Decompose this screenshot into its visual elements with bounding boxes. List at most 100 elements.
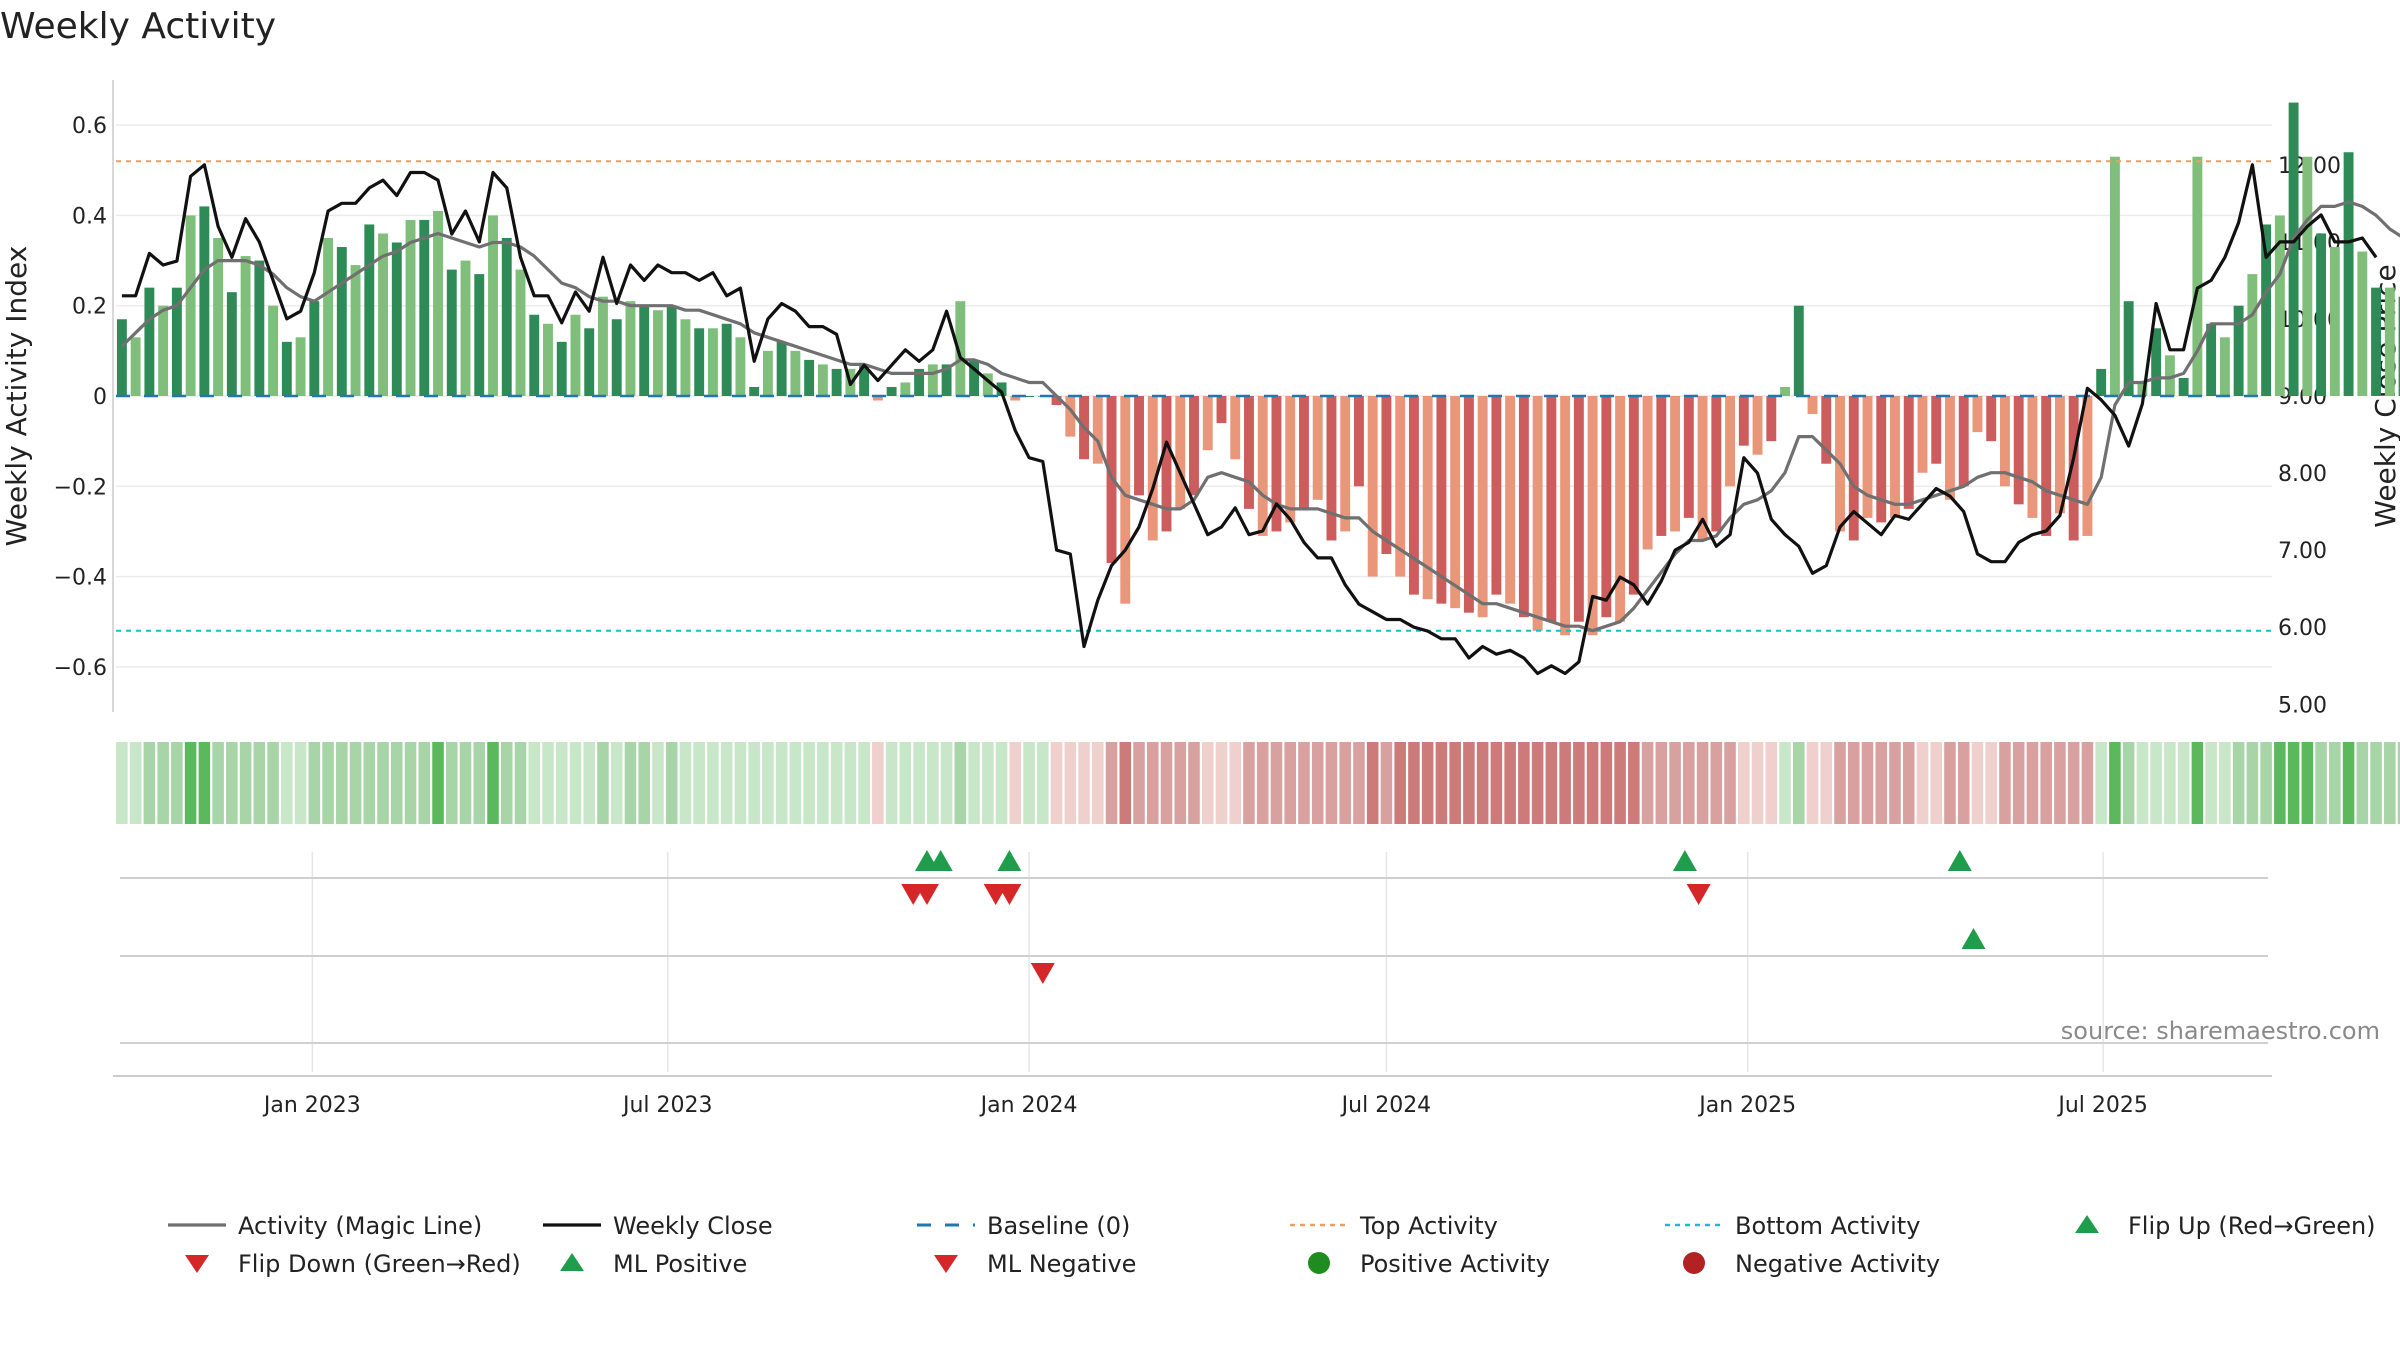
activity-bar xyxy=(2192,156,2203,396)
activity-bar xyxy=(996,382,1007,396)
heatmap-cell xyxy=(679,742,692,824)
activity-bar xyxy=(1010,396,1021,401)
activity-bar xyxy=(391,242,402,396)
heatmap-cell xyxy=(1751,742,1764,824)
activity-bar xyxy=(1876,396,1887,523)
heatmap-cell xyxy=(1449,742,1461,824)
activity-bar xyxy=(1230,396,1241,460)
activity-bar xyxy=(2123,301,2134,396)
activity-bar xyxy=(1491,396,1502,595)
activity-bar xyxy=(2247,274,2258,396)
activity-bar xyxy=(171,287,182,396)
activity-bar xyxy=(2261,224,2272,396)
heatmap-cell xyxy=(954,742,967,824)
heatmap-cell xyxy=(1298,742,1310,824)
heatmap-cell xyxy=(638,742,650,824)
heatmap-cell xyxy=(157,742,169,824)
heatmap-cell xyxy=(830,742,843,824)
heatmap-cell xyxy=(2315,742,2327,824)
heatmap-cell xyxy=(212,742,224,824)
heatmap-cell xyxy=(349,742,362,824)
heatmap-cell xyxy=(1710,742,1723,824)
activity-bar xyxy=(776,341,787,396)
activity-bar xyxy=(1312,396,1323,500)
heatmap-cell xyxy=(789,742,802,824)
heatmap-cell xyxy=(2246,742,2259,824)
activity-bar xyxy=(859,364,870,396)
heatmap-cell xyxy=(1806,742,1819,824)
heatmap-cell xyxy=(858,742,870,824)
legend-swatch xyxy=(934,1255,958,1273)
activity-bar xyxy=(1711,396,1722,532)
heatmap-cell xyxy=(2370,742,2382,824)
legend-item: Weekly Close xyxy=(543,1212,773,1240)
activity-bar xyxy=(515,269,526,396)
activity-bar xyxy=(1436,396,1447,604)
heatmap-cell xyxy=(1366,742,1379,824)
heatmap-cell xyxy=(1916,742,1929,824)
activity-bar xyxy=(501,238,512,396)
heatmap-cell xyxy=(2205,742,2217,824)
activity-bar xyxy=(804,359,815,396)
activity-bar xyxy=(378,233,388,396)
heatmap-cell xyxy=(693,742,705,824)
activity-bar xyxy=(1326,396,1337,541)
activity-bar xyxy=(405,219,416,396)
activity-bar xyxy=(2219,337,2230,396)
activity-bar xyxy=(474,274,485,396)
activity-bar xyxy=(666,305,677,396)
activity-bar xyxy=(790,350,801,396)
activity-bar xyxy=(831,368,842,396)
activity-bar xyxy=(2109,156,2120,396)
heatmap-cell xyxy=(404,742,417,824)
heatmap-cell xyxy=(762,742,774,824)
heatmap-cell xyxy=(652,742,664,824)
heatmap-cell xyxy=(336,742,348,824)
activity-bar xyxy=(2398,296,2400,396)
heatmap-cell xyxy=(2384,742,2396,824)
heatmap-cell xyxy=(1696,742,1709,824)
activity-bar xyxy=(2384,287,2395,396)
activity-bar xyxy=(1931,396,1942,464)
activity-bar xyxy=(1271,396,1282,532)
activity-bar xyxy=(570,314,581,396)
legend-label: ML Positive xyxy=(613,1250,747,1278)
heatmap-cell xyxy=(1270,742,1283,824)
heatmap-cell xyxy=(184,742,197,824)
heatmap-cell xyxy=(1793,742,1805,824)
activity-bar xyxy=(2357,251,2368,396)
activity-bar xyxy=(584,328,595,396)
activity-bar xyxy=(969,359,980,396)
legend-label: Activity (Magic Line) xyxy=(238,1212,482,1240)
activity-bar xyxy=(364,224,375,396)
activity-bar xyxy=(694,328,705,396)
heatmap-cell xyxy=(1930,742,1943,824)
heatmap-cell xyxy=(1023,742,1035,824)
activity-bar xyxy=(1862,396,1873,518)
heatmap-cell xyxy=(1765,742,1778,824)
legend-item: Bottom Activity xyxy=(1665,1212,1920,1240)
heatmap-cell xyxy=(583,742,595,824)
heatmap-cell xyxy=(1669,742,1681,824)
heatmap-cell xyxy=(1600,742,1613,824)
activity-bar xyxy=(1532,396,1543,631)
heatmap-cell xyxy=(1215,742,1228,824)
activity-bar xyxy=(598,296,608,396)
activity-bar xyxy=(309,301,320,396)
activity-bar xyxy=(2371,287,2382,396)
heatmap-cell xyxy=(1105,742,1118,824)
activity-bar xyxy=(1395,396,1406,577)
activity-bar xyxy=(446,269,457,396)
activity-bar xyxy=(652,310,663,396)
activity-bar xyxy=(1518,396,1529,618)
heatmap-cell xyxy=(281,742,293,824)
heatmap-cell xyxy=(2040,742,2052,824)
activity-bar xyxy=(1381,396,1392,554)
heatmap-cell xyxy=(1435,742,1448,824)
heatmap-cell xyxy=(872,742,884,824)
legend-swatch xyxy=(1308,1252,1330,1274)
activity-bar xyxy=(158,305,169,396)
activity-bar xyxy=(226,292,237,396)
activity-bar xyxy=(1573,396,1584,622)
activity-bar xyxy=(2151,328,2162,396)
